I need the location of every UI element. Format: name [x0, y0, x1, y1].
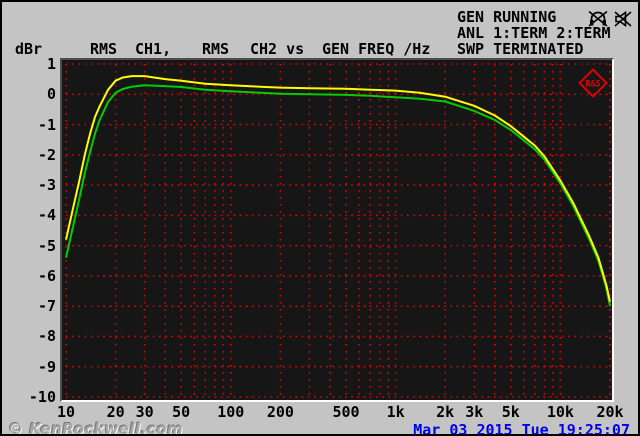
x-tick-label: 20k	[596, 403, 624, 421]
y-unit-label: dBr	[15, 40, 43, 58]
x-tick-label: 50	[172, 403, 191, 421]
headphones-muted-icon	[588, 10, 608, 27]
y-tick-label: 1	[46, 55, 56, 73]
y-tick-label: -2	[37, 145, 56, 164]
x-tick-label: 10k	[546, 403, 574, 421]
y-tick-label: -9	[37, 357, 56, 376]
trace2-channel-label: CH2 vs	[250, 40, 305, 58]
y-tick-label: -4	[37, 206, 56, 225]
x-tick-label: 500	[332, 403, 360, 421]
y-tick-label: -8	[37, 327, 56, 346]
x-tick-label: 1k	[386, 403, 405, 421]
y-tick-label: -1	[37, 115, 56, 134]
y-tick-label: -10	[28, 388, 56, 406]
x-axis-title: GEN FREQ /Hz	[322, 40, 431, 58]
x-tick-label: 10	[56, 403, 76, 421]
frequency-response-chart	[65, 63, 611, 398]
x-tick-label: 200	[266, 403, 294, 421]
rs-logo-text: R&S	[585, 80, 600, 90]
x-tick-label: 30	[135, 403, 154, 421]
trace2-function-label: RMS	[202, 40, 230, 58]
rs-logo: R&S	[578, 68, 608, 98]
trace-ch1-rms	[65, 75, 611, 302]
x-tick-label: 20	[106, 403, 125, 421]
x-tick-label: 3k	[465, 403, 484, 421]
y-tick-label: -5	[37, 236, 56, 255]
y-tick-label: 0	[46, 85, 56, 104]
datetime-readout: Mar 03 2015 Tue 19:25:07	[413, 421, 630, 436]
analyzer-status: ANL 1:TERM 2:TERM	[457, 24, 611, 42]
x-tick-label: 2k	[436, 403, 455, 421]
x-tick-label: 5k	[501, 403, 520, 421]
speaker-muted-icon	[614, 10, 632, 28]
y-tick-label: -3	[37, 176, 56, 195]
x-tick-label: 100	[217, 403, 245, 421]
sweep-status: SWP TERMINATED	[457, 40, 584, 58]
y-tick-label: -7	[37, 297, 56, 316]
audio-monitor-icons	[588, 10, 633, 28]
plot-area: R&S	[60, 58, 614, 402]
y-tick-label: -6	[37, 266, 56, 285]
trace1-channel-label: CH1,	[135, 40, 172, 58]
trace1-function-label: RMS	[90, 40, 118, 58]
watermark: © KenRockwell.com	[8, 420, 184, 436]
trace-ch2-rms	[65, 84, 611, 307]
generator-status: GEN RUNNING	[457, 8, 557, 26]
